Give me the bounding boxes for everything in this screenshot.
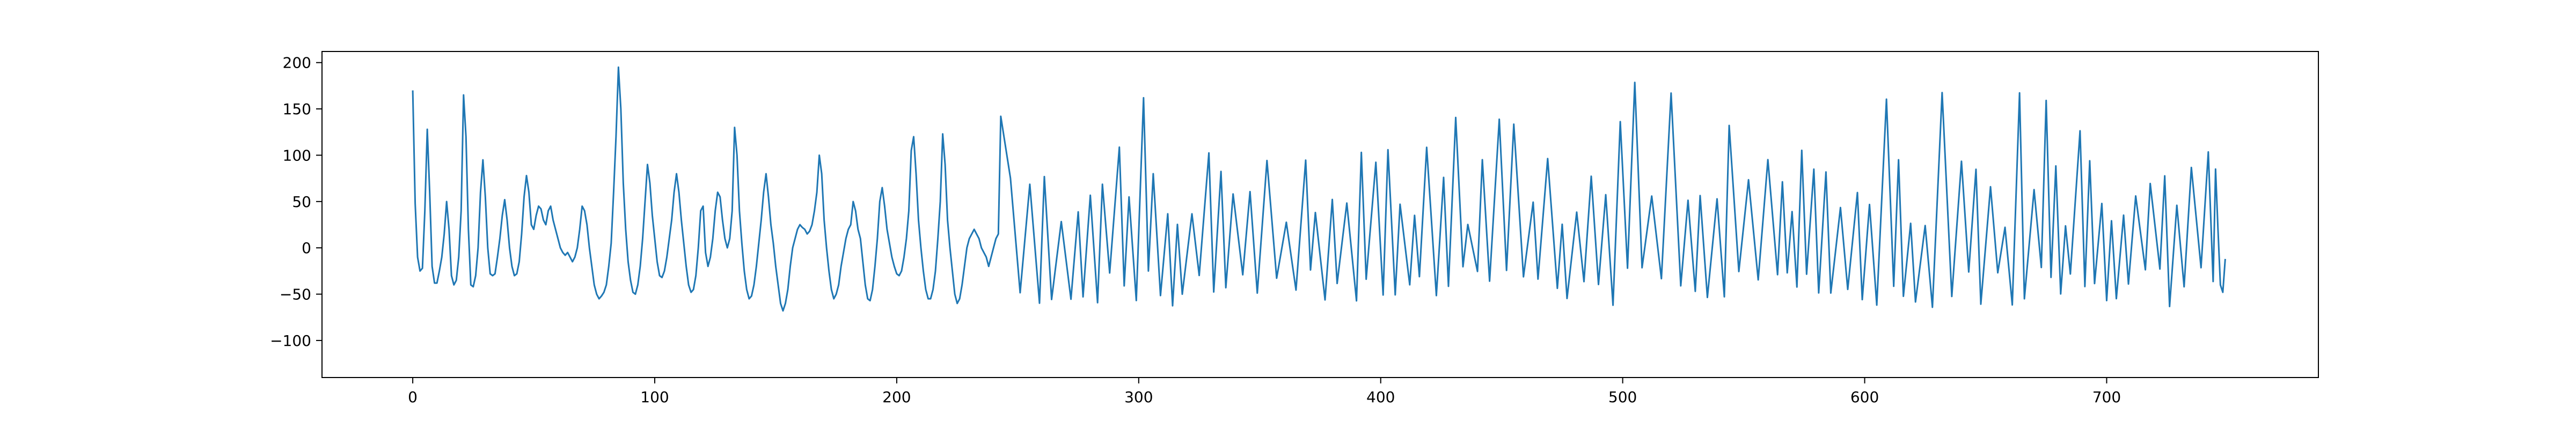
y-tick-label: 50 <box>292 193 311 211</box>
y-tick-label: 200 <box>283 54 311 72</box>
x-tick-label: 600 <box>1850 388 1879 406</box>
x-tick-label: 100 <box>640 388 669 406</box>
plot-frame <box>321 51 2319 378</box>
y-axis: 200 150 100 50 0 −50 −100 <box>270 54 322 350</box>
y-tick-label: −100 <box>270 332 311 350</box>
x-tick-label: 0 <box>408 388 418 406</box>
chart-marks <box>412 66 2226 312</box>
series-line <box>412 66 2226 312</box>
x-tick-label: 700 <box>2092 388 2121 406</box>
x-axis: 0 100 200 300 400 500 600 700 <box>408 378 2121 406</box>
x-tick-label: 400 <box>1366 388 1395 406</box>
x-tick-label: 200 <box>882 388 911 406</box>
y-tick-label: −50 <box>280 286 311 304</box>
y-tick-label: 0 <box>302 239 311 257</box>
x-tick-label: 500 <box>1608 388 1637 406</box>
x-tick-label: 300 <box>1124 388 1153 406</box>
y-tick-label: 100 <box>283 146 311 164</box>
y-tick-label: 150 <box>283 100 311 118</box>
